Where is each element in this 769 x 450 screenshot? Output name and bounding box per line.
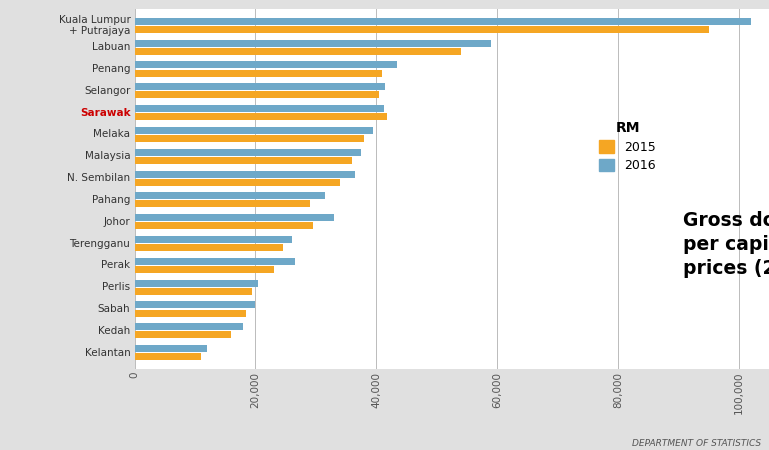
Bar <box>135 302 255 308</box>
Text: DEPARTMENT OF STATISTICS: DEPARTMENT OF STATISTICS <box>632 439 761 448</box>
Bar <box>135 91 379 99</box>
Bar <box>135 331 231 338</box>
Bar <box>135 353 201 360</box>
Bar <box>135 83 385 90</box>
Bar <box>135 179 340 185</box>
Bar <box>135 18 751 25</box>
Bar <box>135 48 461 55</box>
Bar <box>135 310 246 316</box>
Bar <box>135 105 384 112</box>
Bar <box>135 193 325 199</box>
Bar <box>135 171 355 178</box>
Bar <box>135 40 491 47</box>
Bar <box>135 127 373 134</box>
Bar <box>135 258 295 265</box>
Bar <box>135 244 282 251</box>
Bar <box>135 266 274 273</box>
Bar <box>135 200 310 207</box>
Text: Gross domestic product
per capita at current
prices (2015 and 2016): Gross domestic product per capita at cur… <box>684 211 769 278</box>
Bar <box>135 345 207 352</box>
Bar <box>135 70 382 76</box>
Bar <box>135 288 252 295</box>
Bar <box>135 113 387 120</box>
Legend: 2015, 2016: 2015, 2016 <box>594 116 661 177</box>
Bar <box>135 135 365 142</box>
Bar <box>135 149 361 156</box>
Bar <box>135 236 291 243</box>
Bar <box>135 323 243 330</box>
Bar <box>135 222 313 229</box>
Bar <box>135 62 398 68</box>
Bar <box>135 157 352 164</box>
Bar <box>135 214 334 221</box>
Bar <box>135 279 258 287</box>
Bar <box>135 26 708 33</box>
